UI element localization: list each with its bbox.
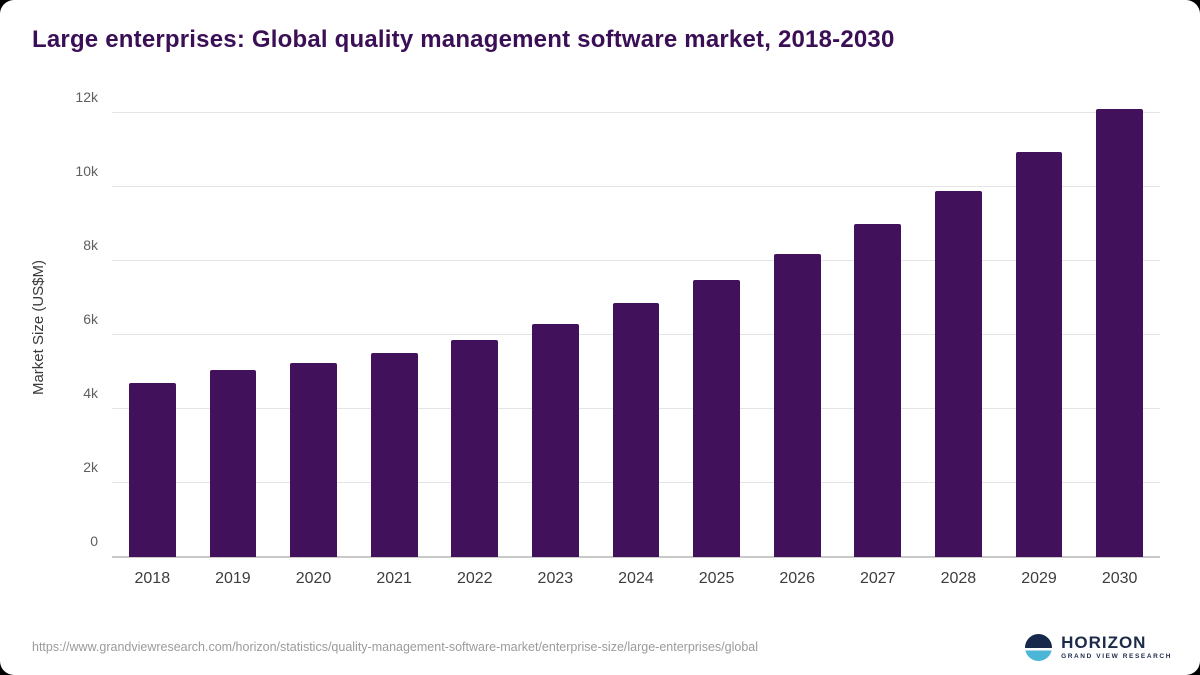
bar-2018 (128, 383, 176, 557)
bar-2030 (1096, 109, 1143, 557)
x-tick-label: 2019 (215, 570, 251, 587)
x-axis-labels: 2018 2019 2020 2021 2022 2023 2024 2025 2026 2027… (112, 570, 1160, 588)
x-tick-label: 2020 (295, 570, 332, 587)
logo-subtitle: GRAND VIEW RESEARCH (1061, 653, 1172, 661)
bar-2023 (531, 323, 579, 557)
bar-slot (112, 98, 193, 557)
gridline (112, 259, 1160, 261)
bar-slot (757, 98, 838, 557)
x-tick-label: 2022 (456, 570, 493, 587)
x-tick-label: 2023 (537, 570, 574, 587)
page-title: Large enterprises: Global quality manage… (32, 26, 895, 53)
y-tick-label: 8k (83, 236, 98, 253)
y-tick-label: 12k (75, 88, 98, 105)
horizon-circle-icon (1025, 634, 1053, 661)
y-axis-label: Market Size (US$M) (30, 260, 47, 396)
bar-2024 (612, 303, 660, 557)
bar-slot (434, 98, 515, 557)
bar-slot (999, 98, 1080, 557)
x-tick-label: 2025 (698, 570, 735, 587)
source-url: https://www.grandviewresearch.com/horizo… (32, 639, 758, 654)
y-tick-label: 0 (90, 533, 98, 549)
gridline (112, 111, 1160, 113)
bar-2028 (935, 190, 982, 557)
x-tick-label: 2029 (1021, 570, 1057, 587)
bar-2022 (451, 340, 499, 557)
y-tick-label: 2k (83, 458, 98, 475)
bar-slot (515, 98, 596, 557)
bar-chart: Market Size (US$M) 0 2k 4k 6k 8k 10k 12k 2018 2… (30, 89, 1160, 587)
bar-slot (596, 98, 677, 557)
horizon-logo: HORIZON GRAND VIEW RESEARCH (1025, 634, 1172, 661)
y-axis-label-wrap: Market Size (US$M) (30, 98, 47, 558)
y-tick-label: 10k (75, 162, 98, 179)
bar-2019 (209, 370, 257, 557)
footer: https://www.grandviewresearch.com/horizo… (32, 634, 1172, 661)
x-tick-label: 2018 (134, 570, 171, 587)
bar-2020 (290, 362, 337, 557)
x-tick-label: 2030 (1101, 570, 1138, 587)
x-tick-label: 2027 (859, 570, 896, 587)
logo-name: HORIZON (1061, 633, 1147, 653)
bar-2027 (854, 223, 902, 557)
bar-slot (273, 98, 354, 557)
x-tick-label: 2026 (779, 570, 815, 587)
bar-2021 (370, 353, 418, 557)
x-tick-label: 2024 (618, 570, 654, 587)
bar-slot (918, 98, 999, 557)
x-tick-label: 2028 (940, 570, 977, 587)
gridline (112, 185, 1160, 187)
bar-2025 (693, 280, 740, 557)
bar-slot (676, 98, 757, 557)
plot-area: 0 2k 4k 6k 8k 10k 12k (75, 89, 1160, 558)
bar-slot (1079, 98, 1160, 557)
bar-slot (354, 98, 435, 557)
bar-slot (837, 98, 918, 557)
y-tick-label: 4k (83, 384, 98, 401)
bar-slot (193, 98, 274, 557)
x-tick-label: 2021 (376, 570, 412, 587)
bar-2029 (1015, 151, 1063, 557)
horizon-logo-text: HORIZON GRAND VIEW RESEARCH (1061, 634, 1172, 661)
y-tick-label: 6k (83, 310, 98, 327)
bars (112, 98, 1160, 557)
bar-2026 (773, 254, 821, 557)
